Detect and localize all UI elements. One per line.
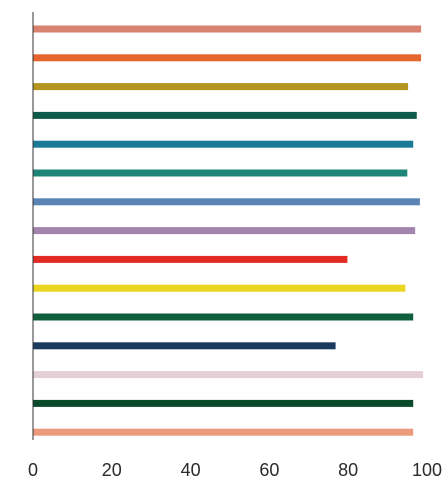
- bar-4: [33, 111, 417, 119]
- bar-14: [33, 399, 414, 407]
- x-tick-label: 60: [259, 460, 279, 480]
- bar-13: [33, 371, 424, 379]
- bar-10: [33, 284, 406, 292]
- bar-7: [33, 198, 420, 206]
- x-tick-label: 40: [181, 460, 201, 480]
- bar-6: [33, 169, 408, 177]
- bar-9: [33, 255, 348, 263]
- bar-11: [33, 313, 414, 321]
- x-tick-label: 20: [102, 460, 122, 480]
- bar-12: [33, 342, 336, 350]
- bar-1: [33, 25, 422, 33]
- bar-3: [33, 83, 409, 91]
- bars-group: [33, 25, 424, 436]
- bar-8: [33, 227, 416, 235]
- x-tick-label: 0: [28, 460, 38, 480]
- x-axis-ticks: 0 20 40 60 80 100: [28, 460, 442, 480]
- x-tick-label: 100: [412, 460, 442, 480]
- bar-2: [33, 54, 422, 62]
- bar-15: [33, 428, 414, 436]
- bar-5: [33, 140, 414, 148]
- x-tick-label: 80: [338, 460, 358, 480]
